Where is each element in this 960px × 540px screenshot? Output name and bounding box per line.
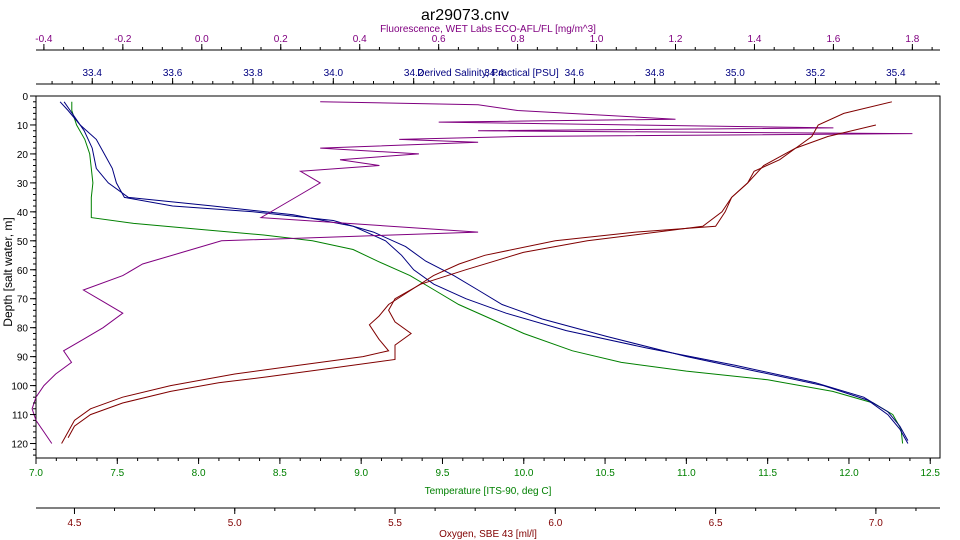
series-line-oxy-5 <box>67 124 877 438</box>
fluor-tick-label: -0.4 <box>35 34 53 45</box>
sal-axis-label: Derived Salinity, Practical [PSU] <box>417 68 559 79</box>
series-layer <box>31 101 913 444</box>
sal-tick-label: 34.6 <box>565 68 585 79</box>
y-tick-label: 30 <box>17 179 29 190</box>
oxy-tick-label: 6.0 <box>548 518 562 529</box>
oxy-tick-label: 4.5 <box>68 518 82 529</box>
y-tick-label: 120 <box>11 440 28 451</box>
temp-tick-label: 8.5 <box>273 468 287 479</box>
temp-tick-label: 12.5 <box>921 468 941 479</box>
temp-tick-label: 11.0 <box>677 468 696 479</box>
y-tick-label: 110 <box>12 411 28 422</box>
chart-title: ar29073.cnv <box>421 7 509 24</box>
sal-tick-label: 34.8 <box>645 68 665 79</box>
temp-tick-label: 10.5 <box>595 468 615 479</box>
sal-tick-label: 34.0 <box>324 68 344 79</box>
sal-tick-label: 35.2 <box>806 68 826 79</box>
oxy-tick-label: 6.5 <box>709 518 723 529</box>
series-line-temp-0 <box>71 101 904 444</box>
y-tick-label: 0 <box>22 92 28 103</box>
temp-tick-label: 12.0 <box>839 468 859 479</box>
fluor-tick-label: 1.0 <box>590 34 604 45</box>
oxy-axis-label: Oxygen, SBE 43 [ml/l] <box>439 529 537 540</box>
y-axis: 0 10 20 30 40 50 60 70 80 90 100 110 120 <box>11 92 36 456</box>
y-tick-label: 10 <box>17 121 29 132</box>
sal-tick-label: 33.4 <box>83 68 103 79</box>
y-tick-label: 80 <box>17 324 29 335</box>
oxy-tick-label: 7.0 <box>869 518 883 529</box>
temp-tick-label: 7.0 <box>29 468 43 479</box>
fluor-axis: -0.4 -0.2 0.0 0.2 0.4 0.6 0.8 1.0 1.2 1.4 1.6 1.8 Fl… <box>35 24 940 51</box>
fluor-tick-label: -0.2 <box>114 34 132 45</box>
plot-area <box>35 95 941 459</box>
oxy-tick-label: 5.0 <box>228 518 242 529</box>
sal-tick-label: 33.8 <box>243 68 263 79</box>
temp-tick-label: 9.5 <box>436 468 450 479</box>
sal-tick-label: 34.2 <box>404 68 424 79</box>
y-tick-label: 50 <box>17 237 29 248</box>
temp-tick-label: 7.5 <box>110 468 124 479</box>
y-tick-label: 60 <box>17 266 29 277</box>
series-line-oxy-4 <box>61 101 893 444</box>
y-axis-label: Depth [salt water, m] <box>1 217 15 326</box>
axes-layer: -0.4 -0.2 0.0 0.2 0.4 0.6 0.8 1.0 1.2 1.4 1.6 1.8 Fl… <box>29 24 940 540</box>
temp-tick-label: 8.0 <box>192 468 206 479</box>
fluor-tick-label: 0.2 <box>274 34 288 45</box>
sal-axis: 33.4 33.6 33.8 34.0 34.2 34.4 34.6 34.8 35.0 35.2… <box>36 68 940 85</box>
fluor-tick-label: 0.4 <box>353 34 367 45</box>
fluor-tick-label: 1.4 <box>748 34 762 45</box>
fluor-tick-label: 1.6 <box>826 34 840 45</box>
fluor-tick-label: 0.6 <box>432 34 446 45</box>
oxy-axis: 4.5 5.0 5.5 6.0 6.5 7.0 Oxygen, SBE 43 [ml/l] <box>36 507 940 540</box>
sal-tick-label: 33.6 <box>163 68 183 79</box>
y-tick-label: 20 <box>17 150 29 161</box>
y-tick-label: 100 <box>11 382 28 393</box>
sal-tick-label: 34.4 <box>484 68 504 79</box>
series-line-fluor-3 <box>31 101 913 444</box>
fluor-tick-label: 1.8 <box>905 34 919 45</box>
fluor-tick-label: 0.0 <box>195 34 209 45</box>
temp-axis-label: Temperature [ITS-90, deg C] <box>425 486 552 497</box>
sal-tick-label: 35.4 <box>886 68 906 79</box>
temp-axis: 7.0 7.5 8.0 8.5 9.0 9.5 10.0 10.5 11.0 11.5 12.0 12… <box>29 458 940 497</box>
y-tick-label: 40 <box>17 208 29 219</box>
series-line-sal-1 <box>59 101 909 444</box>
y-tick-label: 70 <box>17 295 29 306</box>
temp-tick-label: 11.5 <box>758 468 777 479</box>
oxy-tick-label: 5.5 <box>388 518 402 529</box>
series-line-sal-2 <box>63 101 909 441</box>
y-tick-label: 90 <box>17 353 29 364</box>
fluor-axis-label: Fluorescence, WET Labs ECO-AFL/FL [mg/m^… <box>380 24 596 35</box>
fluor-tick-label: 0.8 <box>511 34 525 45</box>
temp-tick-label: 9.0 <box>354 468 368 479</box>
sal-tick-label: 35.0 <box>725 68 745 79</box>
temp-tick-label: 10.0 <box>514 468 534 479</box>
fluor-tick-label: 1.2 <box>669 34 683 45</box>
